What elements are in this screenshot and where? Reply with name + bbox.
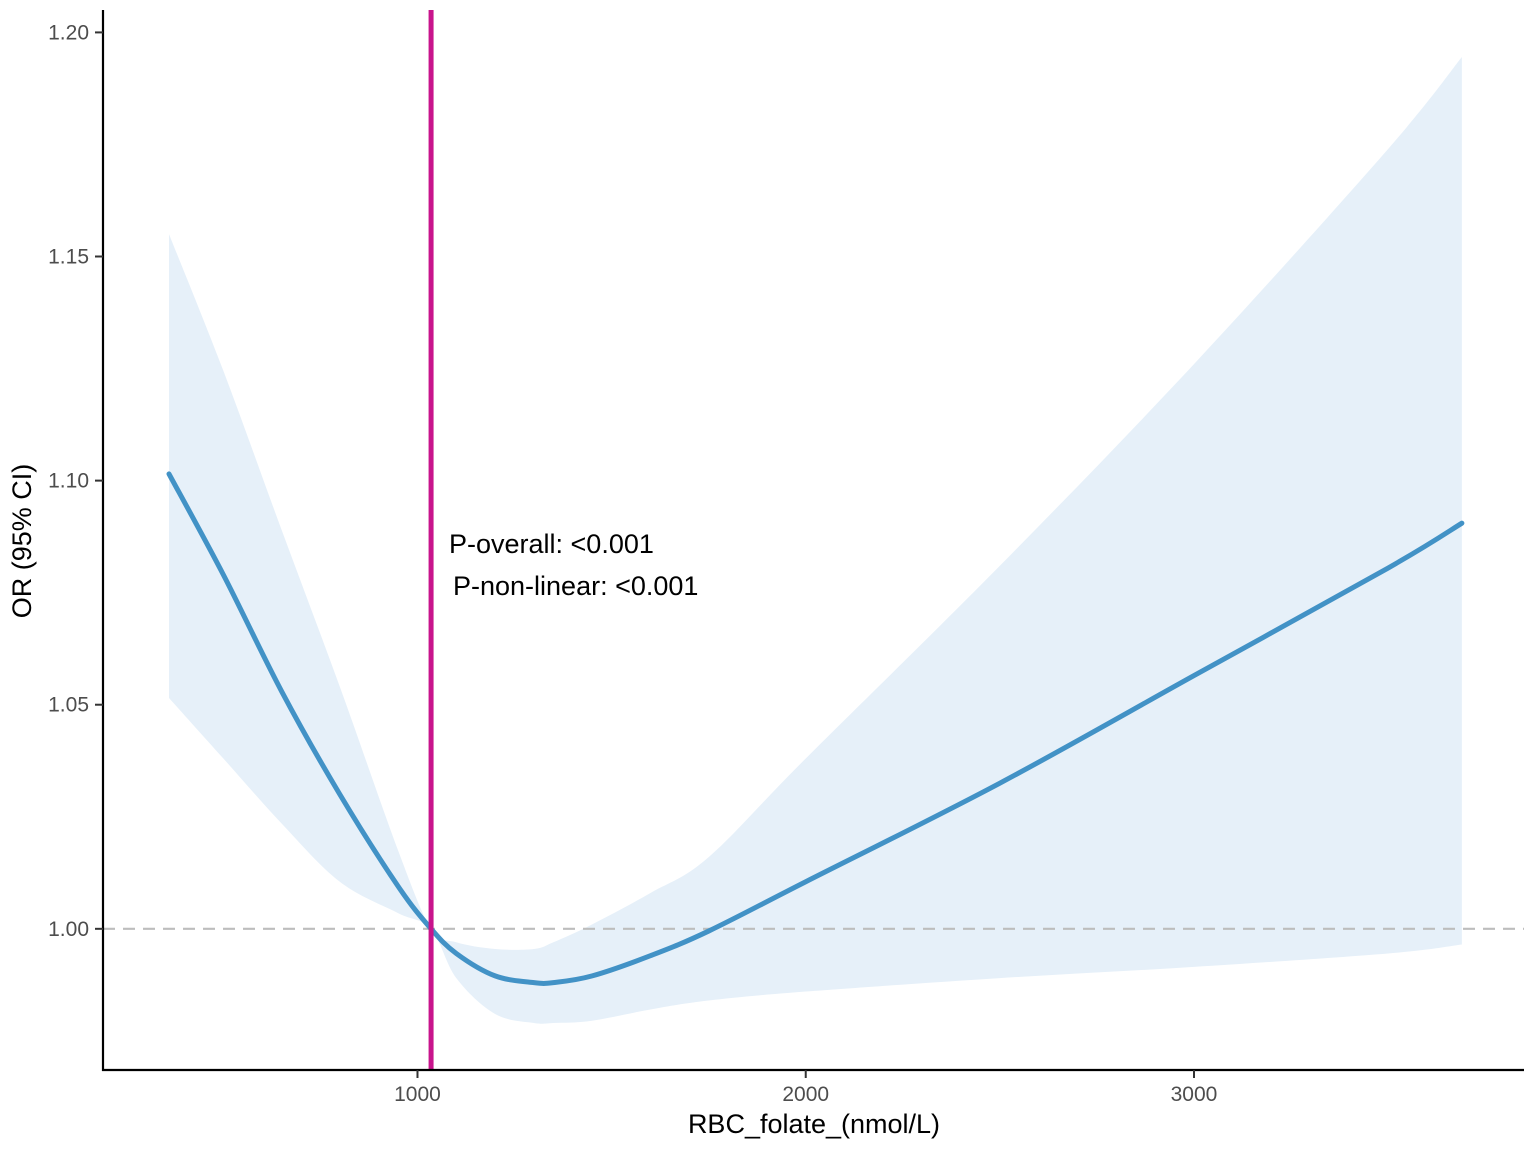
axes [101,10,1524,1072]
y-tick-label: 1.05 [48,694,89,717]
x-axis-title: RBC_folate_(nmol/L) [688,1109,940,1139]
curve-layer [166,471,1465,986]
y-tick-label: 1.10 [48,470,89,493]
annotation-p-overall: P-overall: <0.001 [449,529,654,559]
or-curve [166,471,1465,986]
confidence-band-layer [169,57,1462,1024]
x-tick-label: 2000 [782,1083,829,1106]
y-tick-label: 1.20 [48,21,89,44]
y-tick-label: 1.00 [48,918,89,941]
y-axis-title: OR (95% CI) [7,464,37,619]
x-tick-label: 3000 [1171,1083,1218,1106]
confidence-band [169,57,1462,1024]
x-tick-label: 1000 [394,1083,441,1106]
annotation-p-non-linear: P-non-linear: <0.001 [453,571,698,601]
ticks: 1.00 1.05 1.10 1.15 1.20 1000 2000 3000 [48,21,1217,1106]
y-tick-label: 1.15 [48,246,89,269]
